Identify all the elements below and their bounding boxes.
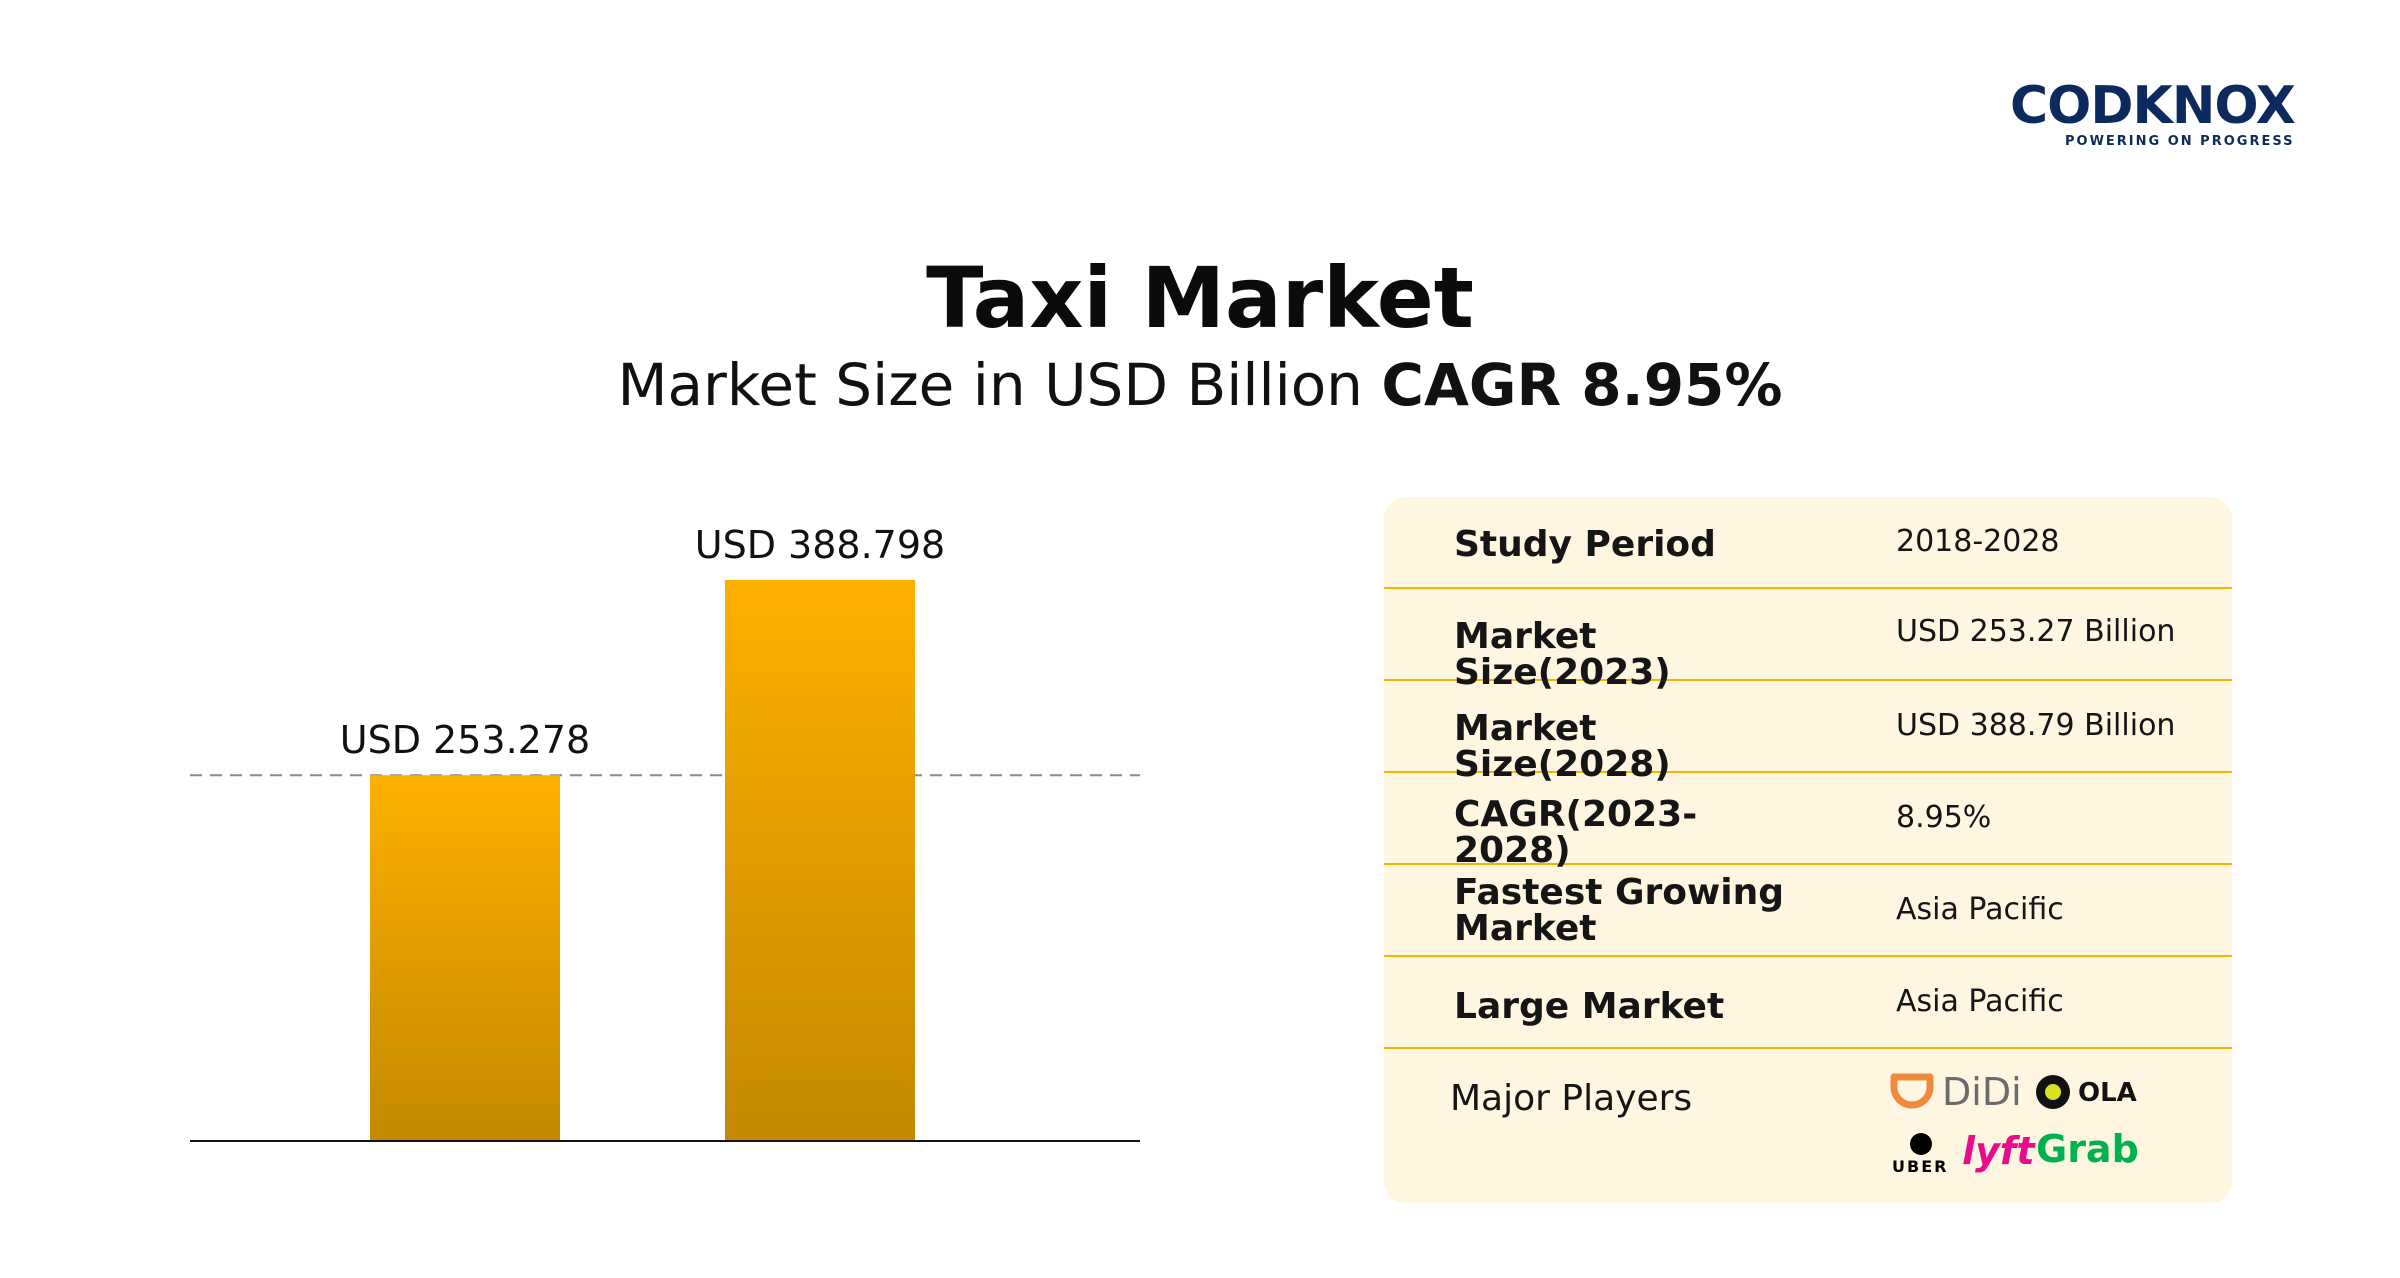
row-value: 8.95%: [1896, 800, 1992, 835]
table-row-study-period: Study Period 2018-2028: [1384, 497, 2232, 589]
bar-2023: [370, 775, 560, 1140]
market-summary-table: Study Period 2018-2028 Market Size(2023)…: [1384, 497, 2232, 1203]
table-row-cagr: CAGR(2023-2028) 8.95%: [1384, 773, 2232, 869]
row-label: Major Players: [1450, 1078, 1693, 1119]
brand-wordmark: CODKNOX: [2010, 76, 2296, 136]
page-subtitle: Market Size in USD Billion CAGR 8.95%: [0, 350, 2400, 420]
didi-logo-text: DiDi: [1942, 1070, 2022, 1114]
data-label-2028: USD 388.798: [695, 523, 945, 567]
table-row-market-size-2028: Market Size(2028) USD 388.79 Billion: [1384, 681, 2232, 783]
table-row-large-market: Large Market Asia Pacific: [1384, 957, 2232, 1049]
subtitle-text: Market Size in USD Billion: [617, 351, 1382, 419]
market-size-bar-chart: USD 253.278 USD 388.798: [190, 523, 1140, 1142]
brand-logo: CODKNOX POWERING ON PROGRESS: [2010, 76, 2340, 149]
didi-logo-icon: [1890, 1073, 1934, 1109]
ola-logo-icon: [2036, 1075, 2070, 1109]
data-label-2023: USD 253.278: [340, 718, 590, 762]
brand-tagline: POWERING ON PROGRESS: [2065, 134, 2295, 149]
subtitle-cagr: CAGR 8.95%: [1381, 351, 1783, 419]
row-value: Asia Pacific: [1896, 984, 2064, 1019]
bar-2028: [725, 580, 915, 1140]
row-value: USD 253.27 Billion: [1896, 614, 2176, 649]
row-label: CAGR(2023-2028): [1454, 794, 1698, 871]
major-players-logos: DiDi OLA UBER lyft Grab: [1890, 1073, 2220, 1183]
uber-logo-text: UBER: [1892, 1157, 1949, 1176]
lyft-logo-text: lyft: [1962, 1129, 2035, 1173]
table-row-market-size-2023: Market Size(2023) USD 253.27 Billion: [1384, 589, 2232, 691]
row-label: Large Market: [1454, 986, 1725, 1027]
row-label: Market Size(2023): [1454, 616, 1671, 693]
ola-logo-text: OLA: [2078, 1078, 2137, 1108]
row-value: USD 388.79 Billion: [1896, 708, 2176, 743]
grab-logo-text: Grab: [2036, 1127, 2139, 1171]
page-title: Taxi Market: [926, 249, 1474, 347]
row-value: 2018-2028: [1896, 524, 2060, 559]
row-value: Asia Pacific: [1896, 892, 2064, 927]
table-row-major-players: Major Players DiDi OLA UBER lyft Grab: [1384, 1049, 2232, 1199]
table-row-fastest-growing-market: Fastest Growing Market Asia Pacific: [1384, 865, 2232, 957]
uber-logo-icon: [1910, 1133, 1932, 1155]
row-label: Market Size(2028): [1454, 708, 1671, 785]
row-label: Study Period: [1454, 524, 1716, 565]
row-label: Fastest Growing Market: [1454, 872, 1785, 949]
